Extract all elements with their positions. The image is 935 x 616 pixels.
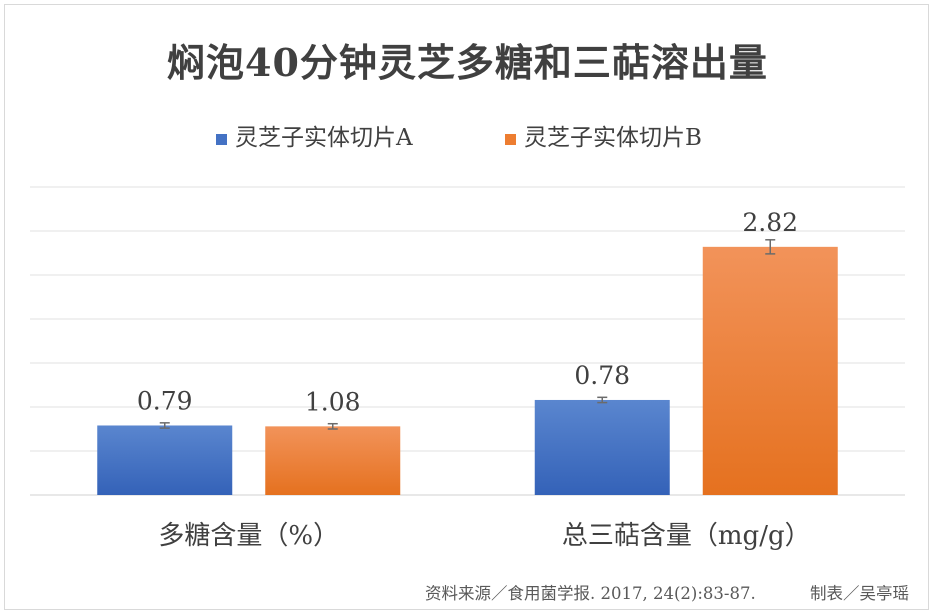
data-label-a-1: 0.78: [574, 361, 630, 390]
legend-swatch-series-b: [505, 133, 516, 145]
chart-title: 焖泡40分钟灵芝多糖和三萜溶出量: [167, 40, 768, 85]
legend: 灵芝子实体切片A 灵芝子实体切片B: [0, 118, 935, 151]
data-label-b-1: 2.82: [742, 208, 798, 237]
data-label-b-0: 1.08: [305, 387, 361, 416]
bar-b-0: [265, 426, 401, 495]
legend-swatch-series-a: [216, 133, 227, 145]
legend-label-series-a: 灵芝子实体切片A: [235, 125, 413, 151]
data-label-a-0: 0.79: [137, 386, 193, 415]
legend-item-series-a: 灵芝子实体切片A: [216, 118, 413, 152]
category-label-0: 多糖含量（%）: [158, 521, 339, 551]
legend-item-series-b: 灵芝子实体切片B: [505, 118, 702, 152]
legend-label-series-b: 灵芝子实体切片B: [524, 125, 702, 151]
bar-b-1: [702, 246, 838, 495]
category-label-1: 总三萜含量（mg/g）: [562, 521, 811, 551]
bar-a-0: [97, 425, 233, 495]
bar-a-1: [534, 399, 670, 495]
credit-note: 制表／吴亭瑶: [810, 584, 909, 603]
source-note: 资料来源／食用菌学报. 2017, 24(2):83-87.: [425, 584, 756, 603]
